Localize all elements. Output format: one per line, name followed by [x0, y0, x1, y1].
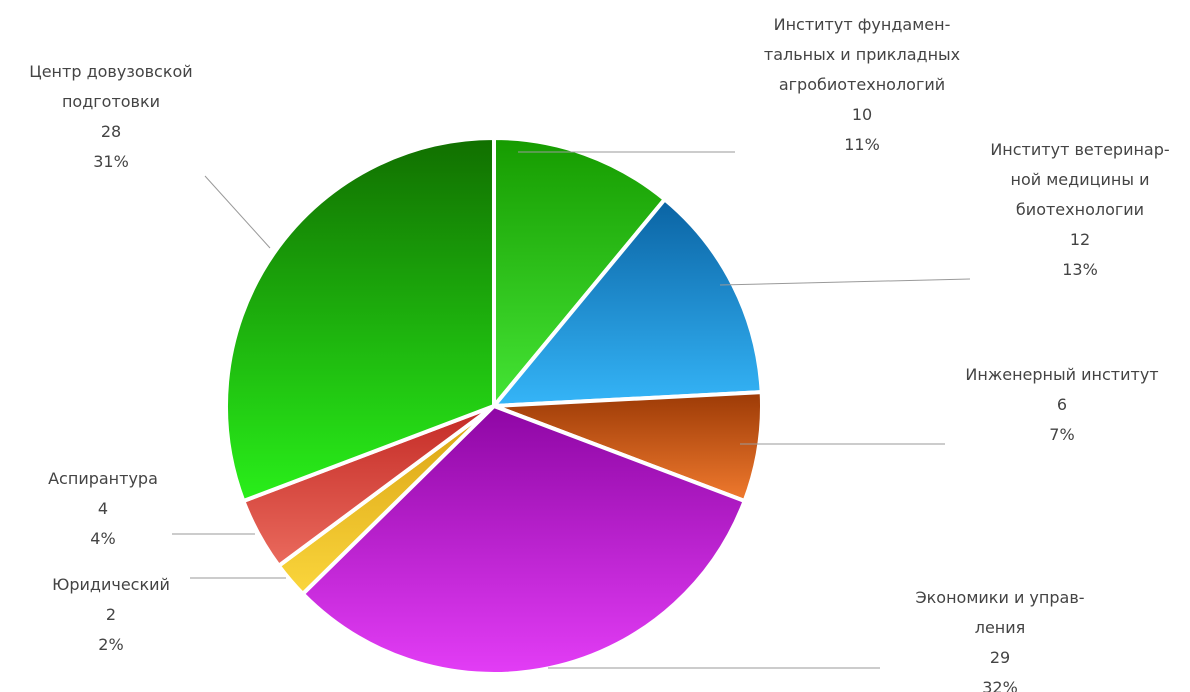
slice-label-line: тальных и прикладных	[764, 45, 960, 64]
pie-slice	[492, 197, 764, 408]
slice-label: Юридический 2 2%	[52, 575, 170, 654]
slice-label: Институт фундамен-тальных и прикладных аг…	[764, 15, 960, 154]
slice-labels: Институт фундамен-тальных и прикладных аг…	[29, 15, 1169, 692]
pie-slice	[224, 136, 496, 504]
slice-percent: 13%	[1062, 260, 1098, 279]
slice-label: Экономики и управ-ления 29 32%	[915, 588, 1084, 692]
slice-percent: 11%	[844, 135, 880, 154]
slice-value: 10	[852, 105, 872, 124]
slice-percent: 31%	[93, 152, 129, 171]
slice-label-line: подготовки	[62, 92, 160, 111]
slice-value: 12	[1070, 230, 1090, 249]
leader-line	[204, 175, 271, 249]
slice-label: Институт ветеринар-ной медицины и биотехн…	[990, 140, 1169, 279]
slice-percent: 2%	[98, 635, 123, 654]
slice-percent: 4%	[90, 529, 115, 548]
slice-value: 29	[990, 648, 1010, 667]
leader-lines	[172, 151, 971, 669]
slice-label: Инженерный институт 6 7%	[965, 365, 1158, 444]
slice-value: 4	[98, 499, 108, 518]
slice-label-line: Институт ветеринар-	[990, 140, 1169, 159]
leader-line	[719, 278, 971, 286]
slice-percent: 7%	[1049, 425, 1074, 444]
slice-label-line: Центр довузовской	[29, 62, 192, 81]
slice-label-line: Аспирантура	[48, 469, 158, 488]
slice-value: 6	[1057, 395, 1067, 414]
slice-label-line: агробиотехнологий	[779, 75, 945, 94]
slice-value: 2	[106, 605, 116, 624]
slice-label-line: Экономики и управ-	[915, 588, 1084, 607]
slice-label-line: Институт фундамен-	[774, 15, 951, 34]
slice-label: Аспирантура 4 4%	[48, 469, 158, 548]
slice-label-line: Инженерный институт	[965, 365, 1158, 384]
slice-label-line: ления	[975, 618, 1026, 637]
slice-label-line: Юридический	[52, 575, 170, 594]
slice-label: Центр довузовской подготовки 28 31%	[29, 62, 192, 171]
slice-value: 28	[101, 122, 121, 141]
pie-slice	[492, 390, 764, 504]
pie-slices	[224, 136, 764, 676]
slice-label-line: биотехнологии	[1016, 200, 1144, 219]
slice-label-line: ной медицины и	[1011, 170, 1150, 189]
pie-slice	[492, 136, 667, 408]
slice-percent: 32%	[982, 678, 1018, 692]
